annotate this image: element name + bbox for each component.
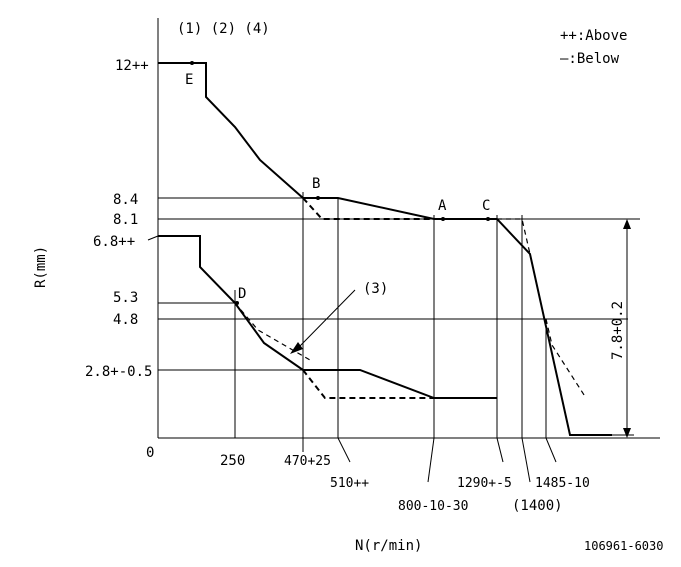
point-c-label: C [482, 198, 490, 214]
x-tick-1290: 1290+-5 [457, 476, 512, 491]
horizontal-reference-lines [158, 197, 640, 371]
doc-reference: 106961-6030 [584, 539, 663, 553]
y-axis-label: R(mm) [33, 246, 49, 288]
vertical-reference-lines [234, 192, 547, 438]
y-tick-2-8: 2.8+-0.5 [85, 364, 152, 380]
point-c-marker [486, 217, 490, 221]
x-tick-510: 510++ [330, 476, 369, 491]
point-d-marker [235, 301, 239, 305]
x-tick-1485: 1485-10 [535, 476, 590, 491]
lower-curve-dashed [302, 369, 434, 399]
y-tick-8-1: 8.1 [113, 212, 138, 228]
callout-label: (3) [363, 281, 388, 297]
y-tick-8-4: 8.4 [113, 192, 138, 208]
point-e-label: E [185, 72, 193, 88]
point-e-marker [190, 61, 194, 65]
y-tick-4-8: 4.8 [113, 312, 138, 328]
point-b-marker [316, 196, 320, 200]
dimension-arrow-bottom [623, 428, 631, 438]
dimension-arrow-top [623, 219, 631, 229]
origin-label: 0 [146, 445, 154, 461]
upper-curve-dashed [302, 197, 434, 220]
y-tick-6-8: 6.8++ [93, 234, 135, 250]
point-markers [190, 61, 490, 305]
upper-cutoff-dashed [497, 218, 531, 255]
point-d-label: D [238, 286, 246, 302]
callout-arrowhead [290, 342, 303, 354]
tick-leader-lines [147, 235, 557, 483]
lower-curve-solid [158, 235, 497, 399]
x-tick-250: 250 [220, 453, 245, 469]
notes-label: (1) (2) (4) [177, 21, 270, 37]
x-tick-470: 470+25 [284, 454, 331, 469]
point-b-label: B [312, 176, 320, 192]
upper-curve-solid [158, 62, 612, 436]
x-tick-800: 800-10-30 [398, 499, 468, 514]
point-a-label: A [438, 198, 447, 214]
legend-above: ++:Above [560, 28, 627, 44]
callout-leader [299, 289, 356, 347]
lower-mid-dashed [234, 302, 311, 361]
legend-below: —:Below [560, 51, 620, 67]
point-a-marker [441, 217, 445, 221]
x-tick-1400: (1400) [512, 498, 563, 514]
dimension-label: 7.8+0.2 [610, 301, 626, 360]
x-axis-label: N(r/min) [355, 538, 422, 554]
y-tick-5-3: 5.3 [113, 290, 138, 306]
lower-end-dashed [545, 318, 587, 399]
y-tick-12: 12++ [115, 58, 149, 74]
